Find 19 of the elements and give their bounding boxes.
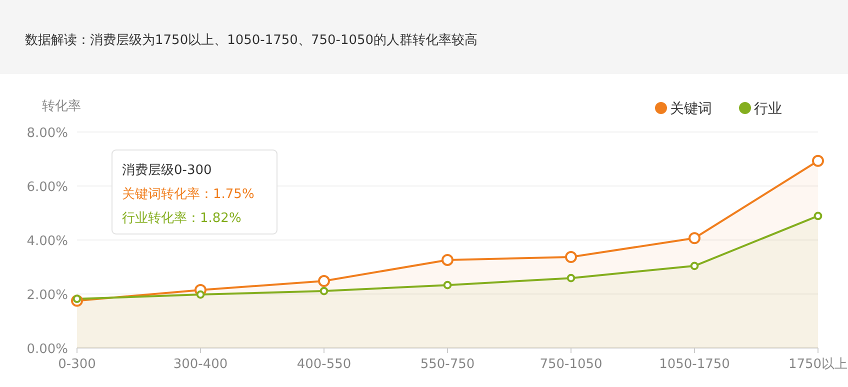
x-tick-label: 750-1050 — [540, 357, 602, 372]
legend-label: 关键词 — [670, 101, 712, 117]
annotation: 行业转化率：1.82% — [122, 210, 242, 226]
annotation: 消费层级0-300 — [122, 163, 212, 178]
y-tick-label: 4.00% — [26, 234, 68, 249]
x-tick-label: 0-300 — [58, 357, 96, 372]
x-tick-label: 1050-1750 — [659, 357, 730, 372]
y-tick-label: 6.00% — [26, 180, 68, 195]
annotation: 关键词转化率：1.75% — [122, 186, 254, 202]
x-tick-label: 400-550 — [296, 357, 352, 372]
x-tick-label: 300-400 — [173, 357, 228, 372]
y-tick-label: 8.00% — [26, 126, 68, 141]
y-tick-label: 0.00% — [26, 342, 68, 357]
chart-title: 数据解读：消费层级为1750以上、1050-1750、750-1050的人群转化率较高 — [25, 32, 478, 48]
y-axis-title: 转化率 — [42, 98, 81, 114]
y-tick-label: 2.00% — [26, 288, 68, 303]
x-tick-label: 550-750 — [420, 357, 475, 372]
x-tick-label: 1750以上 — [788, 357, 848, 372]
legend-label: 行业 — [754, 101, 782, 117]
